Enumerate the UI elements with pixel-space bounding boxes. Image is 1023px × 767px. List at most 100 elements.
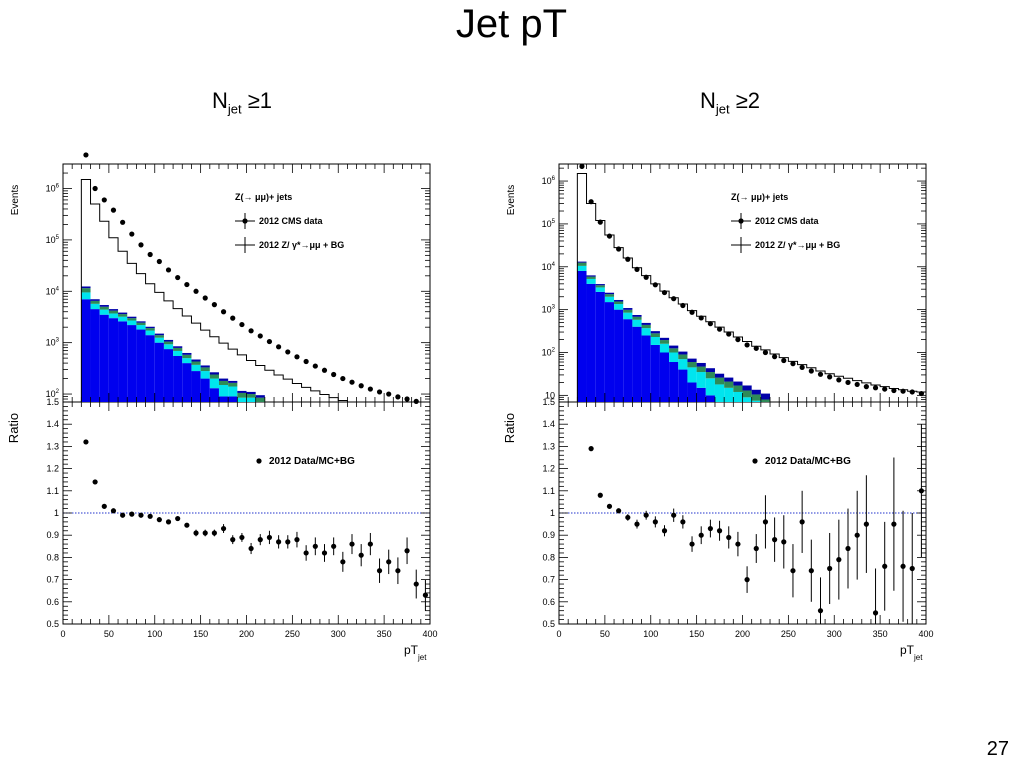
data-point <box>376 389 383 395</box>
stack-2-bar <box>108 310 119 314</box>
x-axis-label-sub: jet <box>913 653 923 662</box>
stack-1-bar <box>118 316 128 322</box>
stack-0-bar <box>705 395 715 402</box>
x-tick-label: 250 <box>781 629 796 639</box>
upper-y-tick-label: 105 <box>46 235 60 245</box>
stack-0-bar <box>641 335 651 402</box>
x-tick-label: 250 <box>285 629 300 639</box>
lower-y-tick-label: 0.7 <box>542 575 555 585</box>
stack-2-bar <box>255 397 265 402</box>
upper-y-tick-base: 10 <box>542 176 552 186</box>
ratio-point <box>735 541 741 547</box>
panel-left-heading: Njet ≥1 <box>212 88 272 116</box>
data-point <box>872 385 879 391</box>
slide-title: Jet pT <box>455 2 568 46</box>
ratio-legend-marker <box>752 458 758 464</box>
upper-y-tick-label: 106 <box>542 176 556 186</box>
stack-3-bar <box>724 377 734 382</box>
upper-y-tick-exp: 6 <box>552 176 556 182</box>
data-point <box>606 233 613 239</box>
upper-y-tick-base: 10 <box>542 347 552 357</box>
data-point <box>276 344 282 350</box>
stack-2-bar <box>136 322 146 326</box>
data-point <box>386 391 392 397</box>
lower-y-tick-label: 1.1 <box>46 486 59 496</box>
ratio-point <box>83 439 89 445</box>
legend-label: 2012 Z/ γ*→μμ + BG <box>259 240 344 250</box>
ratio-legend-label: 2012 Data/MC+BG <box>269 456 355 467</box>
upper-y-tick-base: 10 <box>542 219 552 229</box>
ratio-point <box>836 557 842 563</box>
stack-0-bar <box>163 349 174 402</box>
stack-3-bar <box>678 351 688 355</box>
x-axis-label-main: pT <box>900 643 915 657</box>
ratio-point <box>358 552 364 558</box>
upper-y-axis-label: Events <box>10 185 21 216</box>
stack-2-bar <box>659 340 670 344</box>
legend-title: Z(→ μμ)+ jets <box>235 192 292 202</box>
ratio-point <box>395 568 401 574</box>
stack-1-bar <box>173 350 183 357</box>
stack-1-bar <box>145 330 155 336</box>
ratio-point <box>597 492 603 498</box>
x-tick-label: 100 <box>643 629 658 639</box>
stack-3-bar <box>209 372 219 375</box>
lower-y-tick-label: 1.4 <box>46 419 59 429</box>
data-point <box>845 379 851 386</box>
stack-3-bar <box>632 314 642 317</box>
stack-3-bar <box>90 299 100 301</box>
stack-1-bar <box>163 344 174 350</box>
stack-0-bar <box>669 362 679 402</box>
stack-1-bar <box>650 336 660 345</box>
ratio-point <box>422 592 429 598</box>
legend-title: Z(→ μμ)+ jets <box>731 192 788 202</box>
ratio-point <box>376 568 383 574</box>
stack-2-bar <box>669 348 679 353</box>
lower-y-tick-label: 1.2 <box>46 464 59 474</box>
data-point <box>230 315 236 321</box>
data-point <box>836 377 842 383</box>
data-point <box>652 282 658 288</box>
stack-2-bar <box>90 300 100 304</box>
data-point <box>854 381 860 388</box>
ratio-point <box>753 545 759 552</box>
data-point <box>395 394 401 400</box>
data-point <box>762 349 769 356</box>
stack-0-bar <box>182 363 192 402</box>
stack-0-bar <box>632 326 642 402</box>
upper-y-tick-base: 10 <box>46 389 56 399</box>
upper-y-tick-label: 102 <box>46 389 60 399</box>
ratio-point <box>248 545 254 552</box>
upper-y-tick-label: 10 <box>545 390 555 400</box>
stack-2-bar <box>614 301 624 305</box>
stack-2-bar <box>145 328 155 331</box>
stack-0-bar <box>136 329 146 402</box>
ratio-point <box>367 541 373 547</box>
ratio-point <box>817 608 824 614</box>
legend-marker <box>738 218 744 224</box>
data-point <box>716 326 723 332</box>
lower-y-tick-label: 1.5 <box>46 397 59 407</box>
stack-1-bar <box>641 328 651 336</box>
stack-3-bar <box>99 305 109 307</box>
ratio-point <box>716 528 723 534</box>
ratio-point <box>331 543 337 549</box>
stack-2-bar <box>696 366 706 373</box>
stack-2-bar <box>173 347 183 351</box>
stack-1-bar <box>714 384 725 402</box>
data-point <box>753 345 759 351</box>
lower-y-tick-label: 1 <box>550 508 555 518</box>
data-point <box>634 266 640 272</box>
stack-1-bar <box>200 371 210 379</box>
stack-0-bar <box>577 270 587 402</box>
stack-1-bar <box>742 397 752 402</box>
stack-3-bar <box>696 362 706 367</box>
data-point <box>827 374 833 380</box>
stack-0-bar <box>191 371 201 402</box>
ratio-point <box>257 537 263 543</box>
stack-2-bar <box>705 372 715 379</box>
stack-0-bar <box>650 344 660 402</box>
upper-y-tick-base: 10 <box>46 235 56 245</box>
data-point <box>211 302 217 308</box>
x-tick-label: 0 <box>556 629 561 639</box>
